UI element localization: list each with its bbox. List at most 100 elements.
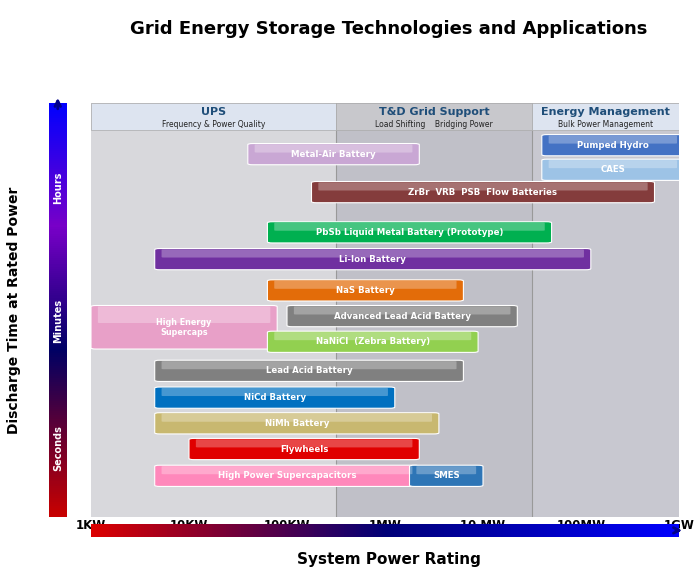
- Bar: [321, 524, 323, 537]
- Bar: [174, 524, 176, 537]
- Bar: [647, 524, 650, 537]
- FancyBboxPatch shape: [294, 307, 510, 315]
- Bar: [120, 524, 123, 537]
- Bar: [49, 271, 66, 273]
- Bar: [49, 335, 66, 337]
- Bar: [153, 524, 155, 537]
- Bar: [652, 524, 655, 537]
- Bar: [449, 524, 453, 537]
- Bar: [130, 524, 132, 537]
- Bar: [49, 120, 66, 122]
- Bar: [635, 524, 638, 537]
- Bar: [103, 524, 106, 537]
- Bar: [211, 524, 214, 537]
- Bar: [49, 403, 66, 405]
- Bar: [49, 473, 66, 475]
- Bar: [49, 324, 66, 327]
- Bar: [49, 482, 66, 483]
- FancyBboxPatch shape: [274, 223, 545, 231]
- Bar: [250, 524, 253, 537]
- Bar: [49, 430, 66, 432]
- Bar: [285, 524, 288, 537]
- Bar: [49, 426, 66, 428]
- Bar: [505, 524, 508, 537]
- Bar: [49, 452, 66, 455]
- Bar: [49, 283, 66, 285]
- Text: High Power Supercapacitors: High Power Supercapacitors: [218, 471, 356, 480]
- Bar: [397, 524, 400, 537]
- Bar: [376, 524, 379, 537]
- Bar: [497, 524, 500, 537]
- Bar: [276, 524, 279, 537]
- Bar: [49, 225, 66, 227]
- Bar: [49, 327, 66, 328]
- Bar: [564, 524, 567, 537]
- Bar: [49, 173, 66, 176]
- Bar: [49, 397, 66, 399]
- Bar: [49, 483, 66, 486]
- Bar: [49, 407, 66, 409]
- Bar: [49, 502, 66, 504]
- Text: Discharge Time at Rated Power: Discharge Time at Rated Power: [7, 187, 21, 433]
- Text: SMES: SMES: [433, 471, 460, 480]
- Bar: [346, 524, 350, 537]
- Bar: [232, 524, 235, 537]
- Bar: [456, 524, 458, 537]
- Bar: [49, 374, 66, 376]
- Bar: [508, 524, 512, 537]
- FancyBboxPatch shape: [155, 360, 463, 382]
- Bar: [49, 211, 66, 213]
- Bar: [162, 524, 164, 537]
- Bar: [615, 524, 617, 537]
- Bar: [49, 471, 66, 473]
- Bar: [49, 265, 66, 266]
- Bar: [629, 524, 632, 537]
- Bar: [253, 524, 256, 537]
- Bar: [49, 465, 66, 467]
- Bar: [49, 215, 66, 217]
- Bar: [370, 524, 373, 537]
- Bar: [111, 524, 115, 537]
- Bar: [567, 524, 570, 537]
- Bar: [470, 524, 473, 537]
- Bar: [49, 134, 66, 137]
- Bar: [300, 524, 302, 537]
- FancyBboxPatch shape: [155, 387, 395, 408]
- FancyBboxPatch shape: [312, 181, 654, 203]
- Bar: [294, 524, 297, 537]
- Bar: [288, 524, 291, 537]
- Bar: [49, 428, 66, 430]
- Bar: [49, 221, 66, 223]
- Text: NaS Battery: NaS Battery: [336, 286, 395, 295]
- Bar: [632, 524, 635, 537]
- Bar: [49, 314, 66, 316]
- FancyBboxPatch shape: [162, 250, 584, 258]
- Bar: [49, 385, 66, 386]
- Bar: [223, 524, 226, 537]
- Bar: [49, 213, 66, 215]
- Bar: [356, 524, 358, 537]
- Bar: [49, 432, 66, 434]
- Bar: [49, 479, 66, 482]
- Bar: [468, 524, 470, 537]
- Text: Li-Ion Battery: Li-Ion Battery: [340, 255, 406, 263]
- Bar: [353, 524, 356, 537]
- Bar: [49, 378, 66, 380]
- Bar: [309, 524, 312, 537]
- Bar: [49, 393, 66, 395]
- Bar: [49, 180, 66, 182]
- Bar: [49, 386, 66, 389]
- Bar: [49, 124, 66, 126]
- Bar: [49, 486, 66, 488]
- Bar: [49, 266, 66, 269]
- Bar: [482, 524, 485, 537]
- Bar: [167, 524, 170, 537]
- Bar: [49, 172, 66, 173]
- Bar: [49, 151, 66, 153]
- Bar: [503, 524, 505, 537]
- Bar: [49, 128, 66, 130]
- Bar: [49, 141, 66, 142]
- Bar: [49, 238, 66, 240]
- Bar: [332, 524, 335, 537]
- Bar: [49, 328, 66, 331]
